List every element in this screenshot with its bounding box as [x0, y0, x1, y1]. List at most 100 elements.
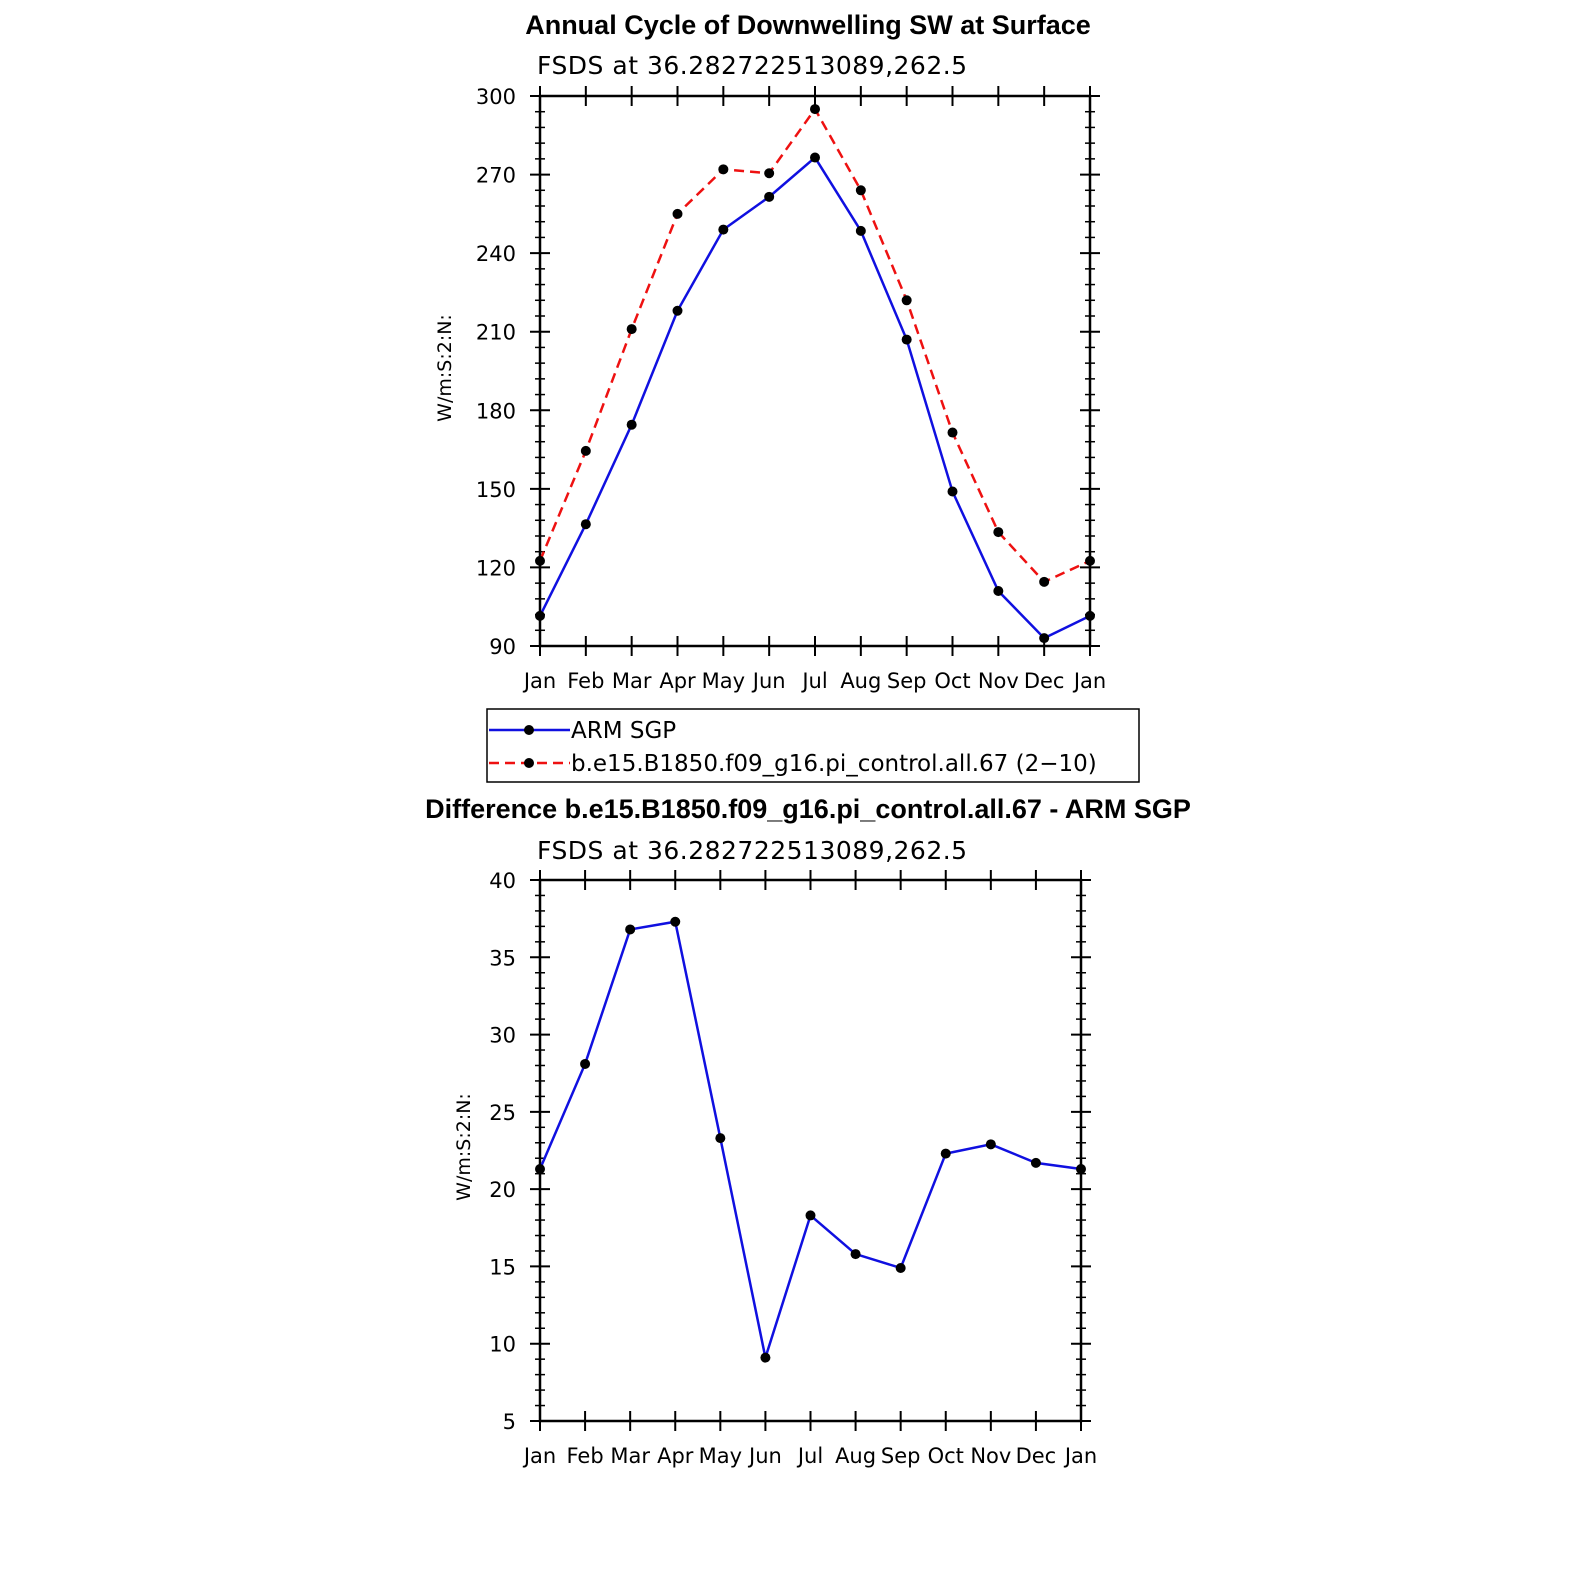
data-point [947, 486, 958, 497]
y-tick-label: 25 [489, 1101, 516, 1125]
data-point [855, 185, 866, 196]
x-tick-label: Apr [657, 1444, 694, 1468]
data-point [805, 1210, 816, 1221]
chart-1-series [535, 104, 1095, 644]
plot-frame [538, 94, 1092, 648]
y-tick-label: 180 [476, 399, 516, 423]
data-point [715, 1133, 726, 1144]
chart-1-legend: ARM SGP b.e15.B1850.f09_g16.pi_control.a… [486, 708, 1140, 783]
x-tick-label: Oct [934, 669, 970, 693]
data-point [764, 168, 775, 179]
data-point [947, 427, 958, 438]
data-point [1076, 1164, 1086, 1175]
data-point [1030, 1157, 1041, 1168]
y-tick-label: 120 [476, 556, 516, 580]
data-point [764, 191, 775, 202]
series-line-0 [538, 920, 1082, 1363]
data-point [580, 445, 591, 456]
data-point [535, 610, 545, 621]
y-tick-label: 90 [489, 635, 516, 659]
x-tick-label: Jan [1072, 669, 1106, 693]
y-tick-label: 210 [476, 321, 516, 345]
y-tick-label: 15 [489, 1255, 516, 1279]
data-point [895, 1262, 906, 1273]
x-tick-label: Dec [1016, 1444, 1057, 1468]
data-point [626, 324, 637, 335]
difference-chart: Difference b.e15.B1850.f09_g16.pi_contro… [425, 794, 1191, 1468]
x-tick-label: Feb [567, 669, 604, 693]
y-tick-label: 35 [489, 946, 516, 970]
data-point [626, 419, 637, 430]
legend-label-arm-sgp: ARM SGP [571, 718, 676, 744]
series-line-0 [538, 155, 1091, 640]
chart-2-subtitle: FSDS at 36.282722513089,262.5 [537, 836, 968, 865]
x-tick-label: Apr [659, 669, 696, 693]
legend-box [486, 708, 1140, 783]
data-point [993, 586, 1004, 596]
y-tick-label: 240 [476, 242, 516, 266]
x-tick-label: Sep [881, 1444, 921, 1468]
data-point [672, 208, 683, 219]
chart-1-axes: 90 120 150 180 210 240 270 300 Jan Feb Mar Apr May Ju… [476, 85, 1106, 693]
data-point [993, 527, 1004, 538]
x-tick-label: May [699, 1444, 742, 1468]
data-point [670, 916, 681, 927]
x-tick-label: Sep [887, 669, 927, 693]
x-tick-label: Mar [612, 669, 652, 693]
x-tick-label: Jul [796, 1444, 823, 1468]
x-tick-label: Jan [522, 669, 556, 693]
data-point [810, 104, 820, 115]
data-point [625, 924, 636, 935]
y-tick-label: 270 [476, 164, 516, 188]
chart-2-y-axis-label: W/m:S:2:N: [453, 1093, 475, 1201]
chart-2-title: Difference b.e15.B1850.f09_g16.pi_contro… [425, 794, 1191, 824]
data-point [940, 1148, 951, 1159]
data-point [535, 1164, 545, 1175]
data-point [1039, 576, 1050, 587]
y-tick-label: 30 [489, 1024, 516, 1048]
data-point [718, 164, 729, 175]
y-tick-label: 20 [489, 1178, 516, 1202]
data-point [901, 295, 912, 306]
series-line-1 [538, 106, 1091, 584]
data-point [850, 1249, 861, 1260]
data-point [580, 1058, 591, 1069]
data-point [810, 152, 820, 163]
data-point [855, 225, 866, 236]
data-point [985, 1139, 996, 1150]
x-tick-label: May [702, 669, 745, 693]
y-tick-label: 5 [503, 1410, 516, 1434]
data-point [901, 334, 912, 345]
data-point [718, 224, 729, 235]
x-tick-label: Feb [566, 1444, 603, 1468]
data-point [535, 555, 545, 566]
x-tick-label: Jan [522, 1444, 556, 1468]
x-tick-label: Oct [928, 1444, 964, 1468]
y-tick-label: 300 [476, 85, 516, 109]
x-tick-label: Jun [747, 1444, 782, 1468]
x-tick-label: Nov [978, 669, 1019, 693]
chart-1-subtitle: FSDS at 36.282722513089,262.5 [537, 51, 968, 80]
x-tick-label: Jan [1063, 1444, 1097, 1468]
x-tick-label: Aug [835, 1444, 876, 1468]
annual-cycle-chart: Annual Cycle of Downwelling SW at Surfac… [434, 10, 1140, 783]
x-tick-label: Jun [751, 669, 786, 693]
data-point [1085, 555, 1095, 566]
chart-1-y-axis-label: W/m:S:2:N: [434, 314, 456, 422]
data-point [672, 305, 683, 316]
y-tick-label: 150 [476, 478, 516, 502]
data-point [1039, 633, 1050, 644]
data-point [760, 1352, 771, 1363]
data-point [1085, 610, 1095, 621]
legend-marker-arm-sgp [524, 725, 534, 735]
x-tick-label: Nov [970, 1444, 1011, 1468]
x-tick-label: Dec [1024, 669, 1065, 693]
chart-2-axes: 5 10 15 20 25 30 35 40 Jan Feb Mar Apr May Jun Jul Aug S… [489, 869, 1097, 1468]
x-tick-label: Aug [840, 669, 881, 693]
x-tick-label: Mar [610, 1444, 650, 1468]
plot-frame [538, 878, 1083, 1423]
data-point [580, 519, 591, 530]
chart-1-title: Annual Cycle of Downwelling SW at Surfac… [525, 10, 1091, 40]
y-tick-label: 40 [489, 869, 516, 893]
